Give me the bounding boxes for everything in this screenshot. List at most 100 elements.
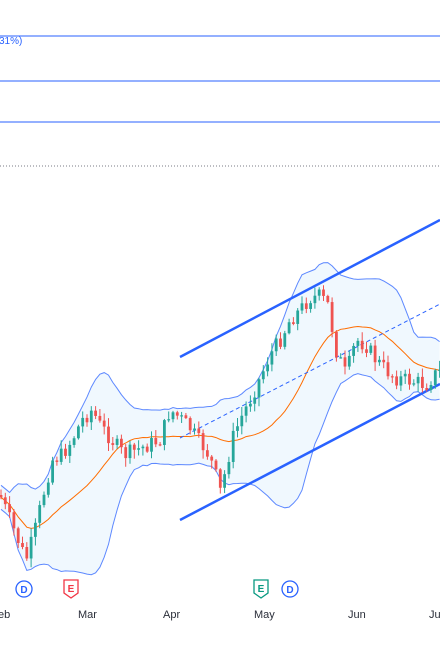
candle-body[interactable] <box>330 302 334 332</box>
earnings-marker[interactable]: E <box>253 579 269 599</box>
candle-body[interactable] <box>137 448 140 450</box>
candle-body[interactable] <box>390 376 394 378</box>
candle-body[interactable] <box>283 333 287 347</box>
candle-body[interactable] <box>360 340 364 350</box>
candle-body[interactable] <box>395 376 398 386</box>
candle-body[interactable] <box>296 310 300 324</box>
candle-body[interactable] <box>309 303 312 309</box>
candle-body[interactable] <box>412 383 416 385</box>
candle-body[interactable] <box>244 406 248 416</box>
candle-body[interactable] <box>188 418 192 431</box>
candle-body[interactable] <box>154 438 158 445</box>
candle-body[interactable] <box>236 426 239 431</box>
candle-body[interactable] <box>46 482 50 495</box>
candle-body[interactable] <box>279 338 282 347</box>
candle-body[interactable] <box>365 349 368 353</box>
candle-body[interactable] <box>304 303 308 309</box>
candle-body[interactable] <box>77 426 80 439</box>
candle-body[interactable] <box>38 505 42 523</box>
candle-body[interactable] <box>89 410 93 423</box>
candle-body[interactable] <box>240 415 244 427</box>
candle-body[interactable] <box>218 469 222 488</box>
candle-body[interactable] <box>42 494 46 506</box>
channel-upper-line[interactable] <box>179 218 440 359</box>
candle-body[interactable] <box>102 420 106 427</box>
candle-body[interactable] <box>150 438 153 452</box>
candle-body[interactable] <box>12 512 16 529</box>
candle-body[interactable] <box>158 444 162 446</box>
candle-body[interactable] <box>3 497 7 505</box>
candle-body[interactable] <box>210 456 214 461</box>
candle-body[interactable] <box>167 419 171 421</box>
candle-body[interactable] <box>257 379 261 398</box>
candle-body[interactable] <box>249 403 252 407</box>
candle-body[interactable] <box>270 351 274 365</box>
event-markers[interactable]: D E E D <box>15 579 299 599</box>
earnings-marker[interactable]: E <box>63 579 79 599</box>
candle-body[interactable] <box>72 438 76 445</box>
time-axis[interactable]: eb Mar Apr May Jun Ju <box>0 609 440 621</box>
candle-body[interactable] <box>347 355 351 367</box>
dividend-marker[interactable]: D <box>15 580 33 598</box>
candle-body[interactable] <box>356 340 360 346</box>
candle-body[interactable] <box>399 376 403 386</box>
bollinger-upper-band[interactable] <box>0 262 440 494</box>
candle-body[interactable] <box>64 448 67 456</box>
candle-body[interactable] <box>227 461 231 475</box>
dividend-marker[interactable]: D <box>281 580 299 598</box>
candle-body[interactable] <box>300 303 304 311</box>
candle-body[interactable] <box>261 371 265 380</box>
candle-body[interactable] <box>322 289 325 296</box>
candle-body[interactable] <box>124 447 128 459</box>
candle-body[interactable] <box>85 417 89 423</box>
fibonacci-levels[interactable]: 31%) <box>0 35 440 123</box>
candle-body[interactable] <box>343 357 347 367</box>
candle-body[interactable] <box>416 376 420 384</box>
candle-body[interactable] <box>326 295 330 303</box>
candle-body[interactable] <box>197 428 201 434</box>
candle-body[interactable] <box>132 444 136 450</box>
candle-body[interactable] <box>231 430 235 462</box>
parallel-channel[interactable] <box>179 218 440 522</box>
channel-lower-line[interactable] <box>179 382 440 522</box>
candle-body[interactable] <box>171 412 175 420</box>
candle-body[interactable] <box>163 420 166 445</box>
candle-body[interactable] <box>373 345 377 363</box>
candle-body[interactable] <box>51 460 54 483</box>
candle-body[interactable] <box>16 528 20 544</box>
candle-body[interactable] <box>68 444 72 456</box>
candle-body[interactable] <box>107 426 110 444</box>
candle-body[interactable] <box>184 415 188 419</box>
candle-body[interactable] <box>193 428 196 431</box>
candle-body[interactable] <box>386 362 390 377</box>
candle-body[interactable] <box>352 345 355 356</box>
candle-body[interactable] <box>429 384 433 390</box>
candle-body[interactable] <box>274 338 278 352</box>
candle-body[interactable] <box>115 438 119 445</box>
candle-body[interactable] <box>55 460 59 462</box>
candle-body[interactable] <box>29 536 33 559</box>
candle-body[interactable] <box>94 410 97 416</box>
candle-body[interactable] <box>339 357 343 359</box>
candle-body[interactable] <box>223 474 226 488</box>
candle-body[interactable] <box>408 373 411 385</box>
candle-body[interactable] <box>0 495 3 498</box>
candlestick-series[interactable] <box>0 285 440 568</box>
candle-body[interactable] <box>206 450 209 457</box>
candle-body[interactable] <box>313 295 317 304</box>
candle-body[interactable] <box>292 322 295 324</box>
candle-body[interactable] <box>253 397 257 404</box>
candle-body[interactable] <box>120 438 123 448</box>
candle-body[interactable] <box>433 370 437 385</box>
candle-body[interactable] <box>21 543 24 548</box>
candle-body[interactable] <box>98 415 102 421</box>
candle-body[interactable] <box>382 359 386 363</box>
candle-body[interactable] <box>369 345 373 353</box>
candle-body[interactable] <box>59 448 63 462</box>
candle-body[interactable] <box>128 444 132 459</box>
candle-body[interactable] <box>438 369 440 371</box>
candle-body[interactable] <box>180 415 183 417</box>
candle-body[interactable] <box>145 446 149 452</box>
